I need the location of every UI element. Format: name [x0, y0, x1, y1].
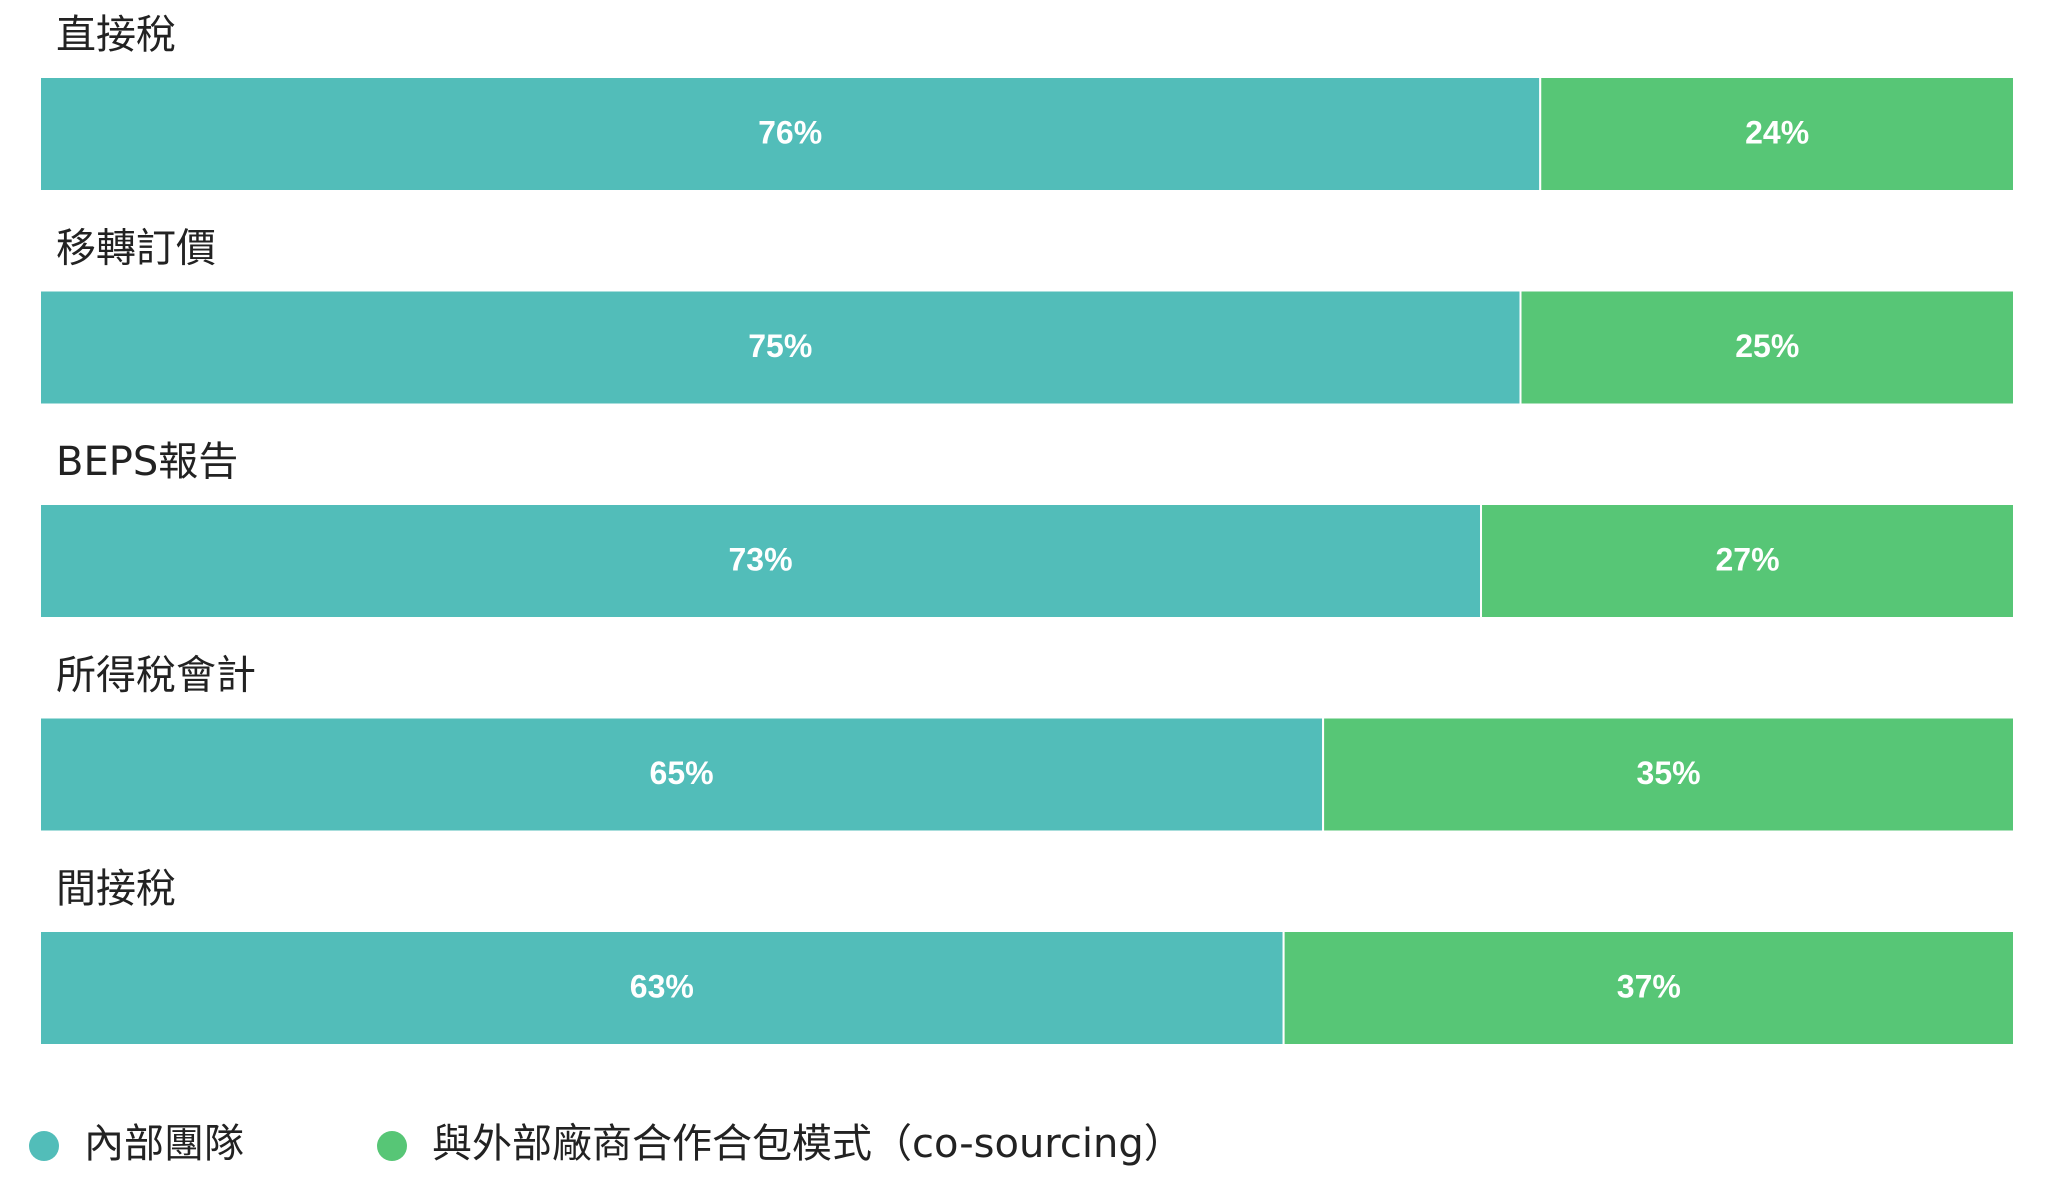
category-label: BEPS報告 — [56, 439, 238, 485]
category-label: 所得稅會計 — [56, 653, 256, 699]
value-label: 24% — [1745, 114, 1809, 150]
bar-segment — [39, 76, 1542, 192]
bar-segment — [1282, 930, 2015, 1046]
legend-label: 內部團隊 — [84, 1121, 244, 1167]
value-label: 73% — [728, 541, 792, 577]
value-label: 76% — [758, 114, 822, 150]
value-label: 27% — [1715, 541, 1779, 577]
value-label: 35% — [1637, 755, 1701, 791]
value-label: 65% — [650, 755, 714, 791]
bar-segment — [39, 503, 1483, 619]
bar-segment — [1519, 289, 2015, 406]
value-label: 37% — [1617, 968, 1681, 1004]
bar-segment — [39, 930, 1285, 1046]
value-label: 63% — [630, 968, 694, 1004]
category-label: 間接稅 — [56, 866, 176, 912]
bar-segment — [39, 716, 1325, 833]
category-label: 直接稅 — [56, 12, 176, 58]
value-label: 25% — [1735, 328, 1799, 364]
value-label: 75% — [748, 328, 812, 364]
bar-segment — [1539, 76, 2015, 192]
bar-segment — [1322, 716, 2015, 833]
legend-marker — [29, 1131, 59, 1161]
legend-marker — [377, 1131, 407, 1161]
category-label: 移轉訂價 — [56, 226, 216, 272]
bar-segment — [1480, 503, 2015, 619]
legend-label: 與外部廠商合作合包模式（co-sourcing） — [432, 1121, 1184, 1167]
bar-segment — [39, 289, 1522, 406]
